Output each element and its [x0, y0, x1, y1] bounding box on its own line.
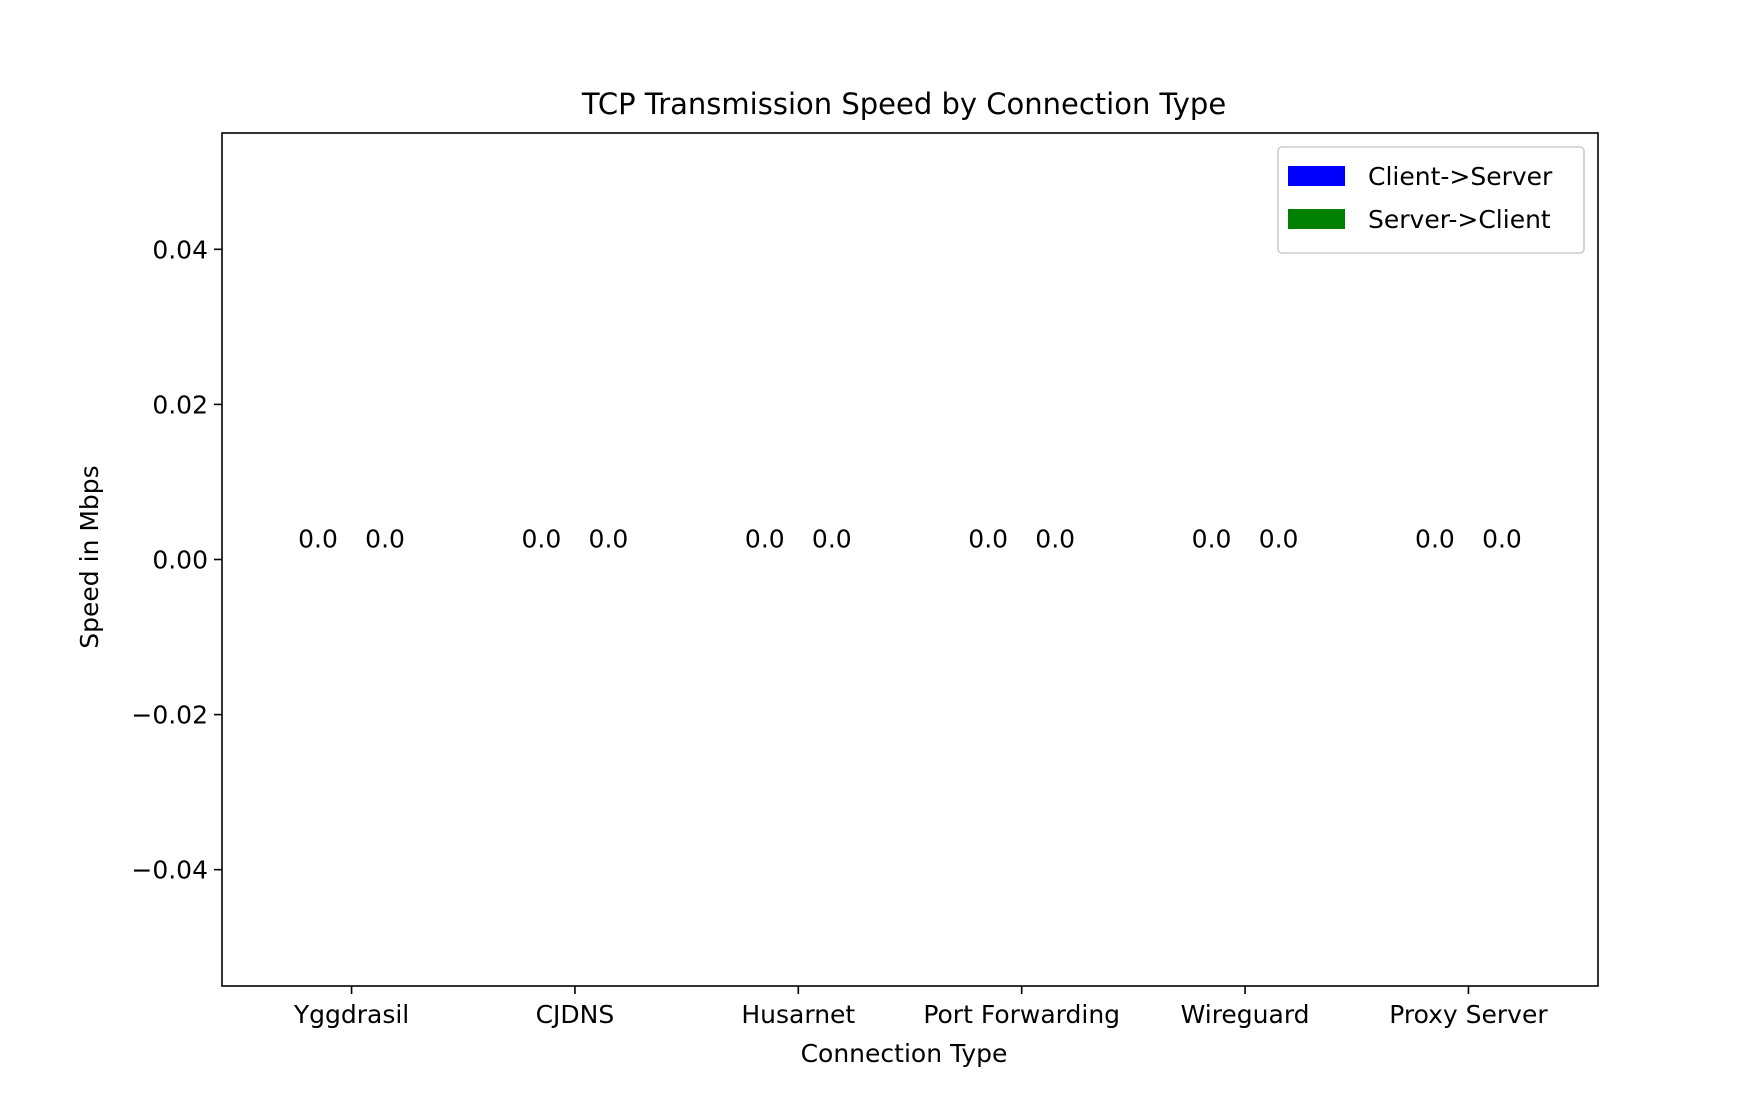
- y-tick-label: −0.04: [131, 856, 208, 885]
- legend-label: Server->Client: [1368, 205, 1551, 234]
- legend-label: Client->Server: [1368, 162, 1553, 191]
- y-axis-label: Speed in Mbps: [75, 465, 104, 648]
- legend-swatch: [1288, 209, 1345, 229]
- data-label: 0.0: [1192, 525, 1232, 554]
- data-label: 0.0: [298, 525, 338, 554]
- x-tick-label: CJDNS: [536, 1000, 615, 1029]
- axes-frame: [221, 132, 1599, 987]
- plot-area: 0.0 0.0 0.0 0.0 0.0 0.0 0.0 0.0 0.0 0.0 0.0 0.0 −0.0…: [131, 132, 1599, 1029]
- y-tick-label: −0.02: [131, 701, 208, 730]
- y-tick-label: 0.04: [152, 235, 208, 264]
- x-tick-label: Wireguard: [1181, 1000, 1310, 1029]
- x-axis-label: Connection Type: [801, 1039, 1008, 1068]
- x-tick-label: Port Forwarding: [923, 1000, 1120, 1029]
- y-tick-label: 0.02: [152, 390, 208, 419]
- data-label: 0.0: [1415, 525, 1455, 554]
- x-tick-label: Proxy Server: [1389, 1000, 1548, 1029]
- chart-title: TCP Transmission Speed by Connection Typ…: [581, 87, 1226, 121]
- legend: Client->Server Server->Client: [1277, 146, 1585, 254]
- data-label: 0.0: [745, 525, 785, 554]
- data-label: 0.0: [589, 525, 629, 554]
- data-label: 0.0: [1482, 525, 1522, 554]
- data-label: 0.0: [522, 525, 562, 554]
- data-label: 0.0: [1035, 525, 1075, 554]
- data-label: 0.0: [968, 525, 1008, 554]
- x-tick-label: Yggdrasil: [293, 1000, 409, 1029]
- data-label: 0.0: [365, 525, 405, 554]
- legend-box: [1277, 146, 1585, 254]
- legend-swatch: [1288, 166, 1345, 186]
- data-label: 0.0: [1259, 525, 1299, 554]
- data-label: 0.0: [812, 525, 852, 554]
- x-tick-label: Husarnet: [741, 1000, 855, 1029]
- y-tick-label: 0.00: [152, 546, 208, 575]
